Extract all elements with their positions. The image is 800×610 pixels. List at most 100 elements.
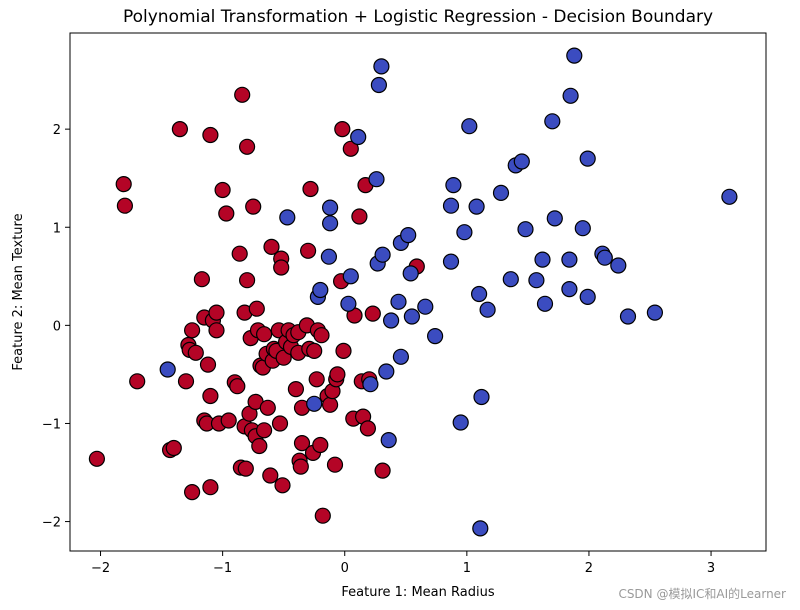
data-point-blue — [528, 272, 545, 289]
chart-title: Polynomial Transformation + Logistic Reg… — [123, 7, 713, 27]
data-point-red — [165, 439, 182, 457]
data-point-blue — [513, 153, 530, 170]
data-point-blue — [544, 113, 561, 130]
x-tick-label: −2 — [91, 561, 110, 576]
data-point-red — [251, 437, 268, 455]
y-tick-label: −2 — [42, 516, 61, 531]
data-point-red — [274, 477, 291, 494]
data-point-red — [184, 484, 201, 501]
data-point-red — [202, 479, 219, 496]
data-point-red — [187, 344, 204, 361]
data-point-red — [334, 121, 351, 138]
y-axis-label: Feature 2: Mean Texture — [11, 213, 26, 370]
data-point-blue — [442, 253, 460, 270]
data-point-red — [237, 460, 254, 477]
data-point-red — [248, 300, 265, 317]
x-tick-label: 3 — [707, 561, 715, 576]
data-point-blue — [646, 304, 664, 321]
x-tick-label: 2 — [585, 561, 593, 576]
data-point-red — [364, 305, 381, 322]
data-point-red — [300, 242, 317, 259]
data-point-red — [220, 412, 237, 429]
x-tick-label: 0 — [341, 561, 349, 576]
data-point-blue — [619, 308, 637, 325]
data-point-red — [239, 138, 256, 155]
data-point-blue — [400, 227, 417, 244]
y-tick-label: −1 — [42, 417, 61, 432]
data-point-red — [335, 342, 352, 359]
data-point-blue — [579, 150, 596, 167]
x-tick-label: −1 — [213, 561, 232, 576]
data-point-red — [312, 436, 329, 454]
data-point-blue — [561, 281, 578, 298]
data-point-red — [359, 420, 376, 437]
data-point-blue — [492, 184, 510, 201]
data-point-blue — [596, 249, 613, 266]
data-point-red — [116, 197, 134, 214]
data-point-blue — [721, 188, 738, 205]
data-point-blue — [452, 414, 469, 431]
data-point-red — [306, 342, 323, 359]
data-point-red — [326, 456, 344, 473]
y-tick-label: 2 — [53, 123, 61, 138]
data-point-red — [199, 356, 217, 373]
data-point-blue — [442, 197, 460, 214]
data-point-red — [308, 371, 325, 388]
data-point-blue — [471, 285, 488, 303]
data-point-red — [263, 238, 280, 255]
data-point-blue — [306, 395, 323, 412]
y-tick-label: 0 — [53, 319, 61, 334]
data-point-red — [314, 507, 331, 524]
data-point-red — [239, 272, 256, 289]
data-point-blue — [562, 87, 579, 104]
data-point-red — [256, 326, 273, 343]
data-point-blue — [561, 251, 578, 268]
axis-ticks: −2 −1 0 1 2 3 −2 −1 0 1 2 — [42, 123, 715, 576]
data-point-red — [256, 422, 273, 439]
data-point-blue — [159, 361, 176, 378]
data-point-blue — [342, 268, 359, 285]
data-point-blue — [579, 288, 596, 305]
data-point-blue — [566, 47, 583, 64]
data-point-blue — [610, 257, 627, 274]
data-point-red — [374, 462, 391, 479]
data-point-red — [287, 381, 304, 398]
data-point-blue — [362, 376, 379, 393]
data-point-red — [177, 373, 195, 390]
x-axis-label: Feature 1: Mean Radius — [341, 585, 494, 600]
data-point-red — [218, 205, 235, 222]
data-point-red — [271, 415, 289, 432]
y-tick-label: 1 — [53, 221, 61, 236]
data-point-red — [293, 435, 311, 452]
data-point-red — [229, 378, 246, 395]
data-point-blue — [427, 328, 444, 345]
data-point-blue — [374, 246, 391, 263]
data-point-blue — [468, 198, 485, 215]
watermark: CSDN @模拟IC和AI的Learner — [618, 587, 786, 601]
data-point-red — [88, 450, 106, 467]
data-point-blue — [322, 215, 339, 232]
data-point-blue — [574, 220, 591, 237]
data-point-red — [214, 181, 231, 199]
data-point-blue — [417, 298, 434, 315]
data-point-red — [292, 458, 309, 475]
data-point-red — [184, 322, 201, 339]
data-point-blue — [546, 210, 563, 227]
data-point-red — [202, 387, 219, 405]
data-point-blue — [392, 348, 409, 365]
plot-area — [69, 32, 767, 552]
data-point-red — [262, 467, 279, 484]
data-point-blue — [445, 177, 462, 194]
data-point-blue — [403, 308, 420, 325]
data-point-red — [273, 259, 290, 276]
data-point-blue — [312, 281, 329, 299]
data-point-red — [208, 304, 225, 321]
data-point-blue — [368, 171, 385, 188]
data-point-red — [342, 140, 359, 157]
data-point-red — [115, 176, 132, 193]
data-point-blue — [472, 520, 489, 537]
data-points — [88, 47, 738, 537]
data-point-blue — [456, 224, 473, 241]
data-point-blue — [502, 271, 519, 288]
